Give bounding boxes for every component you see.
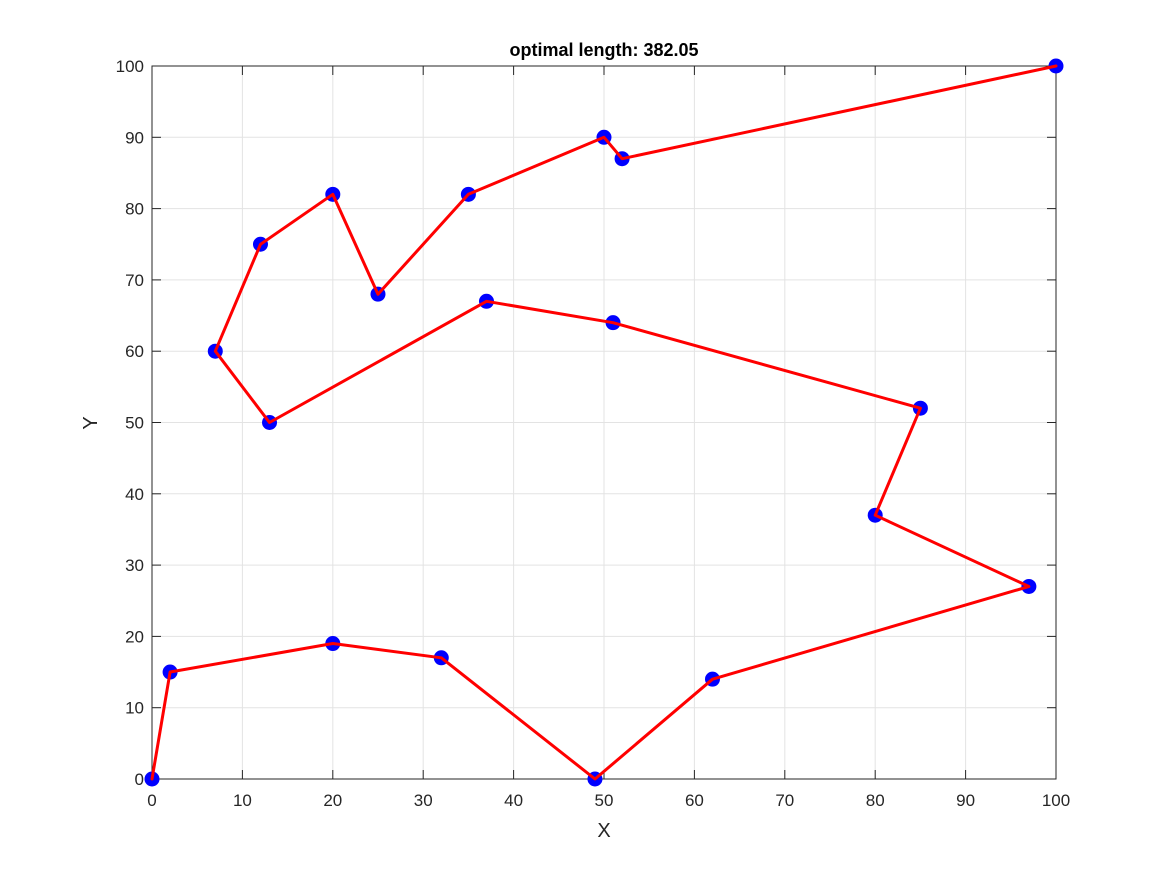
x-tick-label: 20 (323, 791, 342, 810)
x-tick-label: 90 (956, 791, 975, 810)
y-tick-label: 70 (125, 271, 144, 290)
y-tick-label: 60 (125, 342, 144, 361)
y-tick-label: 90 (125, 128, 144, 147)
x-tick-label: 10 (233, 791, 252, 810)
x-tick-label: 100 (1042, 791, 1070, 810)
series-layer (144, 58, 1064, 787)
y-tick-label: 30 (125, 556, 144, 575)
y-tick-label: 50 (125, 414, 144, 433)
y-tick-label: 0 (135, 770, 144, 789)
x-tick-label: 30 (414, 791, 433, 810)
x-tick-label: 60 (685, 791, 704, 810)
chart-title: optimal length: 382.05 (509, 40, 698, 60)
x-tick-label: 50 (595, 791, 614, 810)
series-line (150, 64, 1058, 781)
y-tick-label: 100 (116, 57, 144, 76)
y-tick-label: 40 (125, 485, 144, 504)
y-tick-label: 10 (125, 699, 144, 718)
x-tick-label: 40 (504, 791, 523, 810)
x-axis-label: X (597, 820, 610, 842)
x-tick-labels: 0 10 20 30 40 50 60 70 80 90 100 (147, 791, 1070, 810)
y-tick-labels: 0 10 20 30 40 50 60 70 80 90 100 (116, 57, 144, 789)
y-tick-label: 20 (125, 627, 144, 646)
x-tick-label: 70 (775, 791, 794, 810)
y-tick-label: 80 (125, 200, 144, 219)
x-tick-label: 0 (147, 791, 156, 810)
y-axis-label: Y (80, 416, 102, 429)
x-tick-label: 80 (866, 791, 885, 810)
plot-box (151, 65, 1057, 780)
